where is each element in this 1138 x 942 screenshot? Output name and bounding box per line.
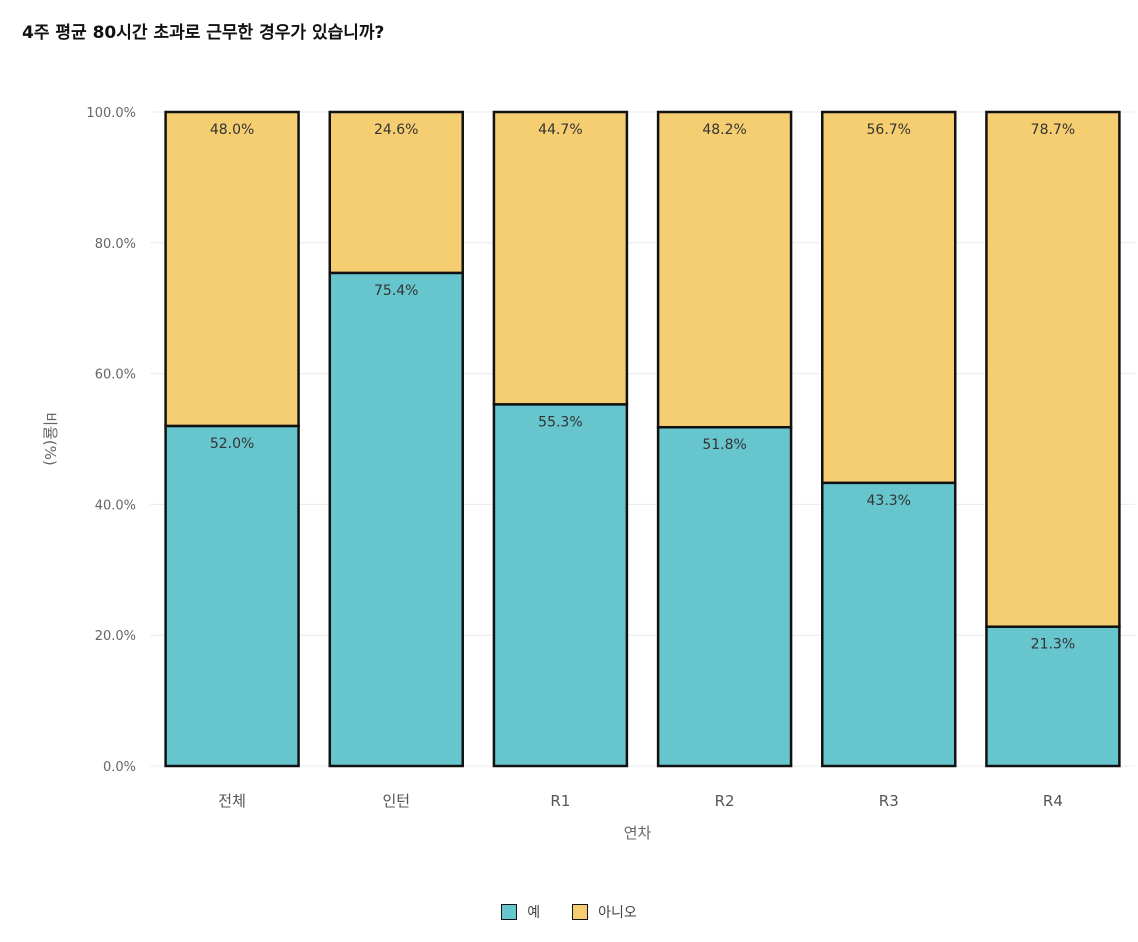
x-tick-label: R4 [1043, 792, 1063, 810]
y-tick-label: 0.0% [103, 760, 136, 775]
legend-label: 예 [527, 905, 541, 921]
bar-segment-no [821, 110, 957, 485]
bar-segment-yes [492, 403, 629, 768]
y-axis-ticks: 0.0% 20.0% 40.0% 60.0% 80.0% 100.0% [86, 106, 136, 775]
data-label: 44.7% [538, 122, 582, 138]
legend: 예 아니오 [0, 902, 1138, 924]
bar-segment-no [656, 110, 793, 429]
gridlines [150, 111, 1135, 767]
bar-segment-no [328, 110, 464, 275]
chart-title: 4주 평균 80시간 초과로 근무한 경우가 있습니까? [22, 23, 385, 43]
data-label: 21.3% [1031, 637, 1075, 653]
y-axis-title: 비율(%) [41, 412, 59, 466]
x-tick-label: 전체 [218, 792, 246, 810]
y-tick-label: 100.0% [86, 106, 136, 121]
x-tick-label: R1 [550, 792, 570, 810]
x-axis-ticks: 전체 인턴 R1 R2 R3 R4 [218, 792, 1063, 810]
y-tick-label: 40.0% [95, 498, 136, 513]
bar-segment-yes [985, 625, 1121, 768]
y-tick-label: 80.0% [95, 237, 136, 252]
bars [164, 110, 1121, 768]
bar-segment-yes [656, 425, 793, 768]
bar-segment-no [492, 110, 629, 406]
bar-segment-no [985, 110, 1121, 628]
data-label: 52.0% [210, 436, 254, 452]
legend-swatch [501, 904, 518, 920]
data-label: 56.7% [867, 122, 911, 138]
legend-item: 예 [501, 902, 540, 922]
data-label: 78.7% [1031, 122, 1075, 138]
data-label: 55.3% [538, 414, 582, 430]
data-label: 51.8% [702, 437, 746, 453]
data-label: 24.6% [374, 122, 418, 138]
data-label: 43.3% [867, 493, 911, 509]
y-tick-label: 60.0% [95, 368, 136, 383]
legend-item: 아니오 [572, 902, 637, 922]
stacked-bar-chart: 0.0% 20.0% 40.0% 60.0% 80.0% 100.0% 52.0% 48.0… [41, 106, 1135, 842]
bar-segment-yes [328, 271, 464, 768]
legend-swatch [572, 904, 589, 920]
x-tick-label: 인턴 [382, 792, 410, 810]
bar-segment-no [164, 110, 300, 428]
data-labels: 52.0% 48.0% 75.4% 24.6% 55.3% 44.7% 51.8% 48.2%… [210, 122, 1075, 653]
data-label: 48.0% [210, 122, 254, 138]
legend-label: 아니오 [598, 905, 637, 921]
x-tick-label: R3 [879, 792, 899, 810]
data-label: 75.4% [374, 283, 418, 299]
bar-segment-yes [164, 424, 300, 768]
bar-segment-yes [821, 481, 957, 768]
data-label: 48.2% [702, 122, 746, 138]
y-tick-label: 20.0% [95, 629, 136, 644]
x-tick-label: R2 [715, 792, 735, 810]
x-axis-title: 연차 [624, 824, 652, 842]
